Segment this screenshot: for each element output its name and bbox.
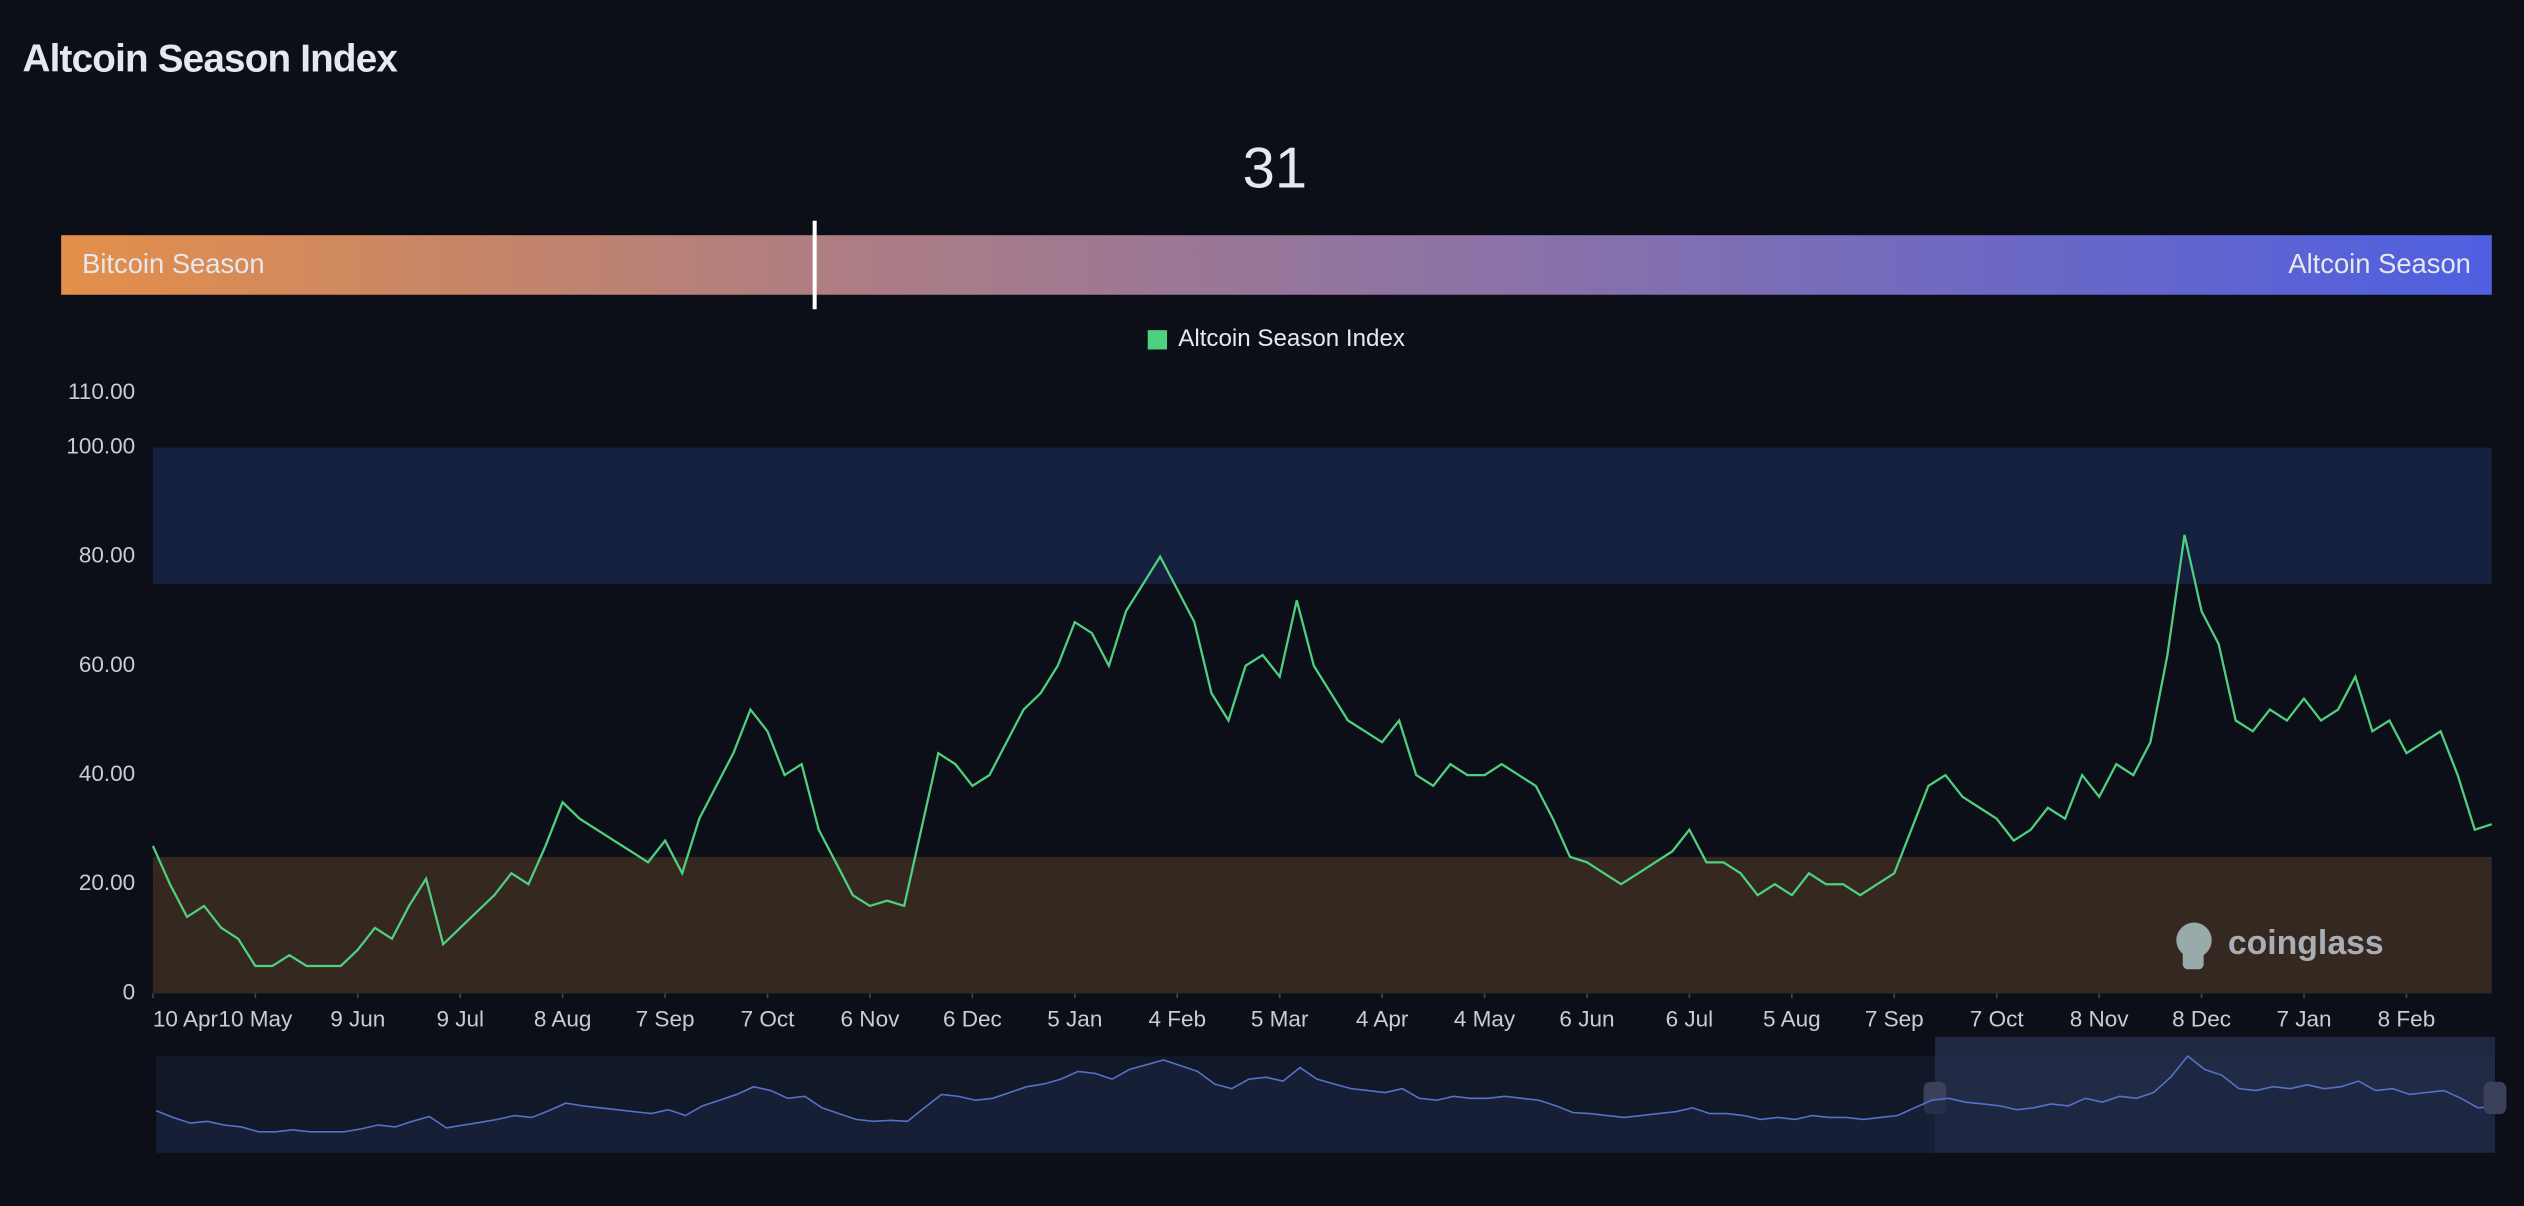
x-tick-label: 4 Feb <box>1148 1007 1206 1032</box>
band <box>152 447 2492 584</box>
x-tick-label: 7 Sep <box>636 1007 695 1032</box>
watermark: coinglass <box>2228 924 2384 962</box>
y-tick-label: 20.00 <box>79 870 135 895</box>
x-tick-label: 6 Nov <box>841 1007 901 1032</box>
y-tick-label: 0 <box>123 979 136 1004</box>
x-tick-label: 6 Jun <box>1559 1007 1614 1032</box>
x-tick-label: 7 Oct <box>1970 1007 2025 1032</box>
x-tick-label: 8 Nov <box>2070 1007 2130 1032</box>
x-tick-label: 4 May <box>1454 1007 1516 1032</box>
gauge-bar <box>61 235 2492 295</box>
x-tick-label: 9 Jul <box>436 1007 484 1032</box>
x-tick-label: 5 Mar <box>1251 1007 1309 1032</box>
series-line <box>151 534 2493 968</box>
watermark-logo <box>2176 922 2212 970</box>
x-tick-label: 10 May <box>218 1007 293 1032</box>
navigator-line <box>155 1055 2496 1133</box>
navigator-area <box>156 1056 2496 1153</box>
page-title: Altcoin Season Index <box>23 38 399 81</box>
x-tick-label: 6 Jul <box>1666 1007 1714 1032</box>
x-tick-label: 6 Dec <box>943 1007 1002 1032</box>
x-tick-label: 7 Oct <box>741 1007 796 1032</box>
x-tick-label: 9 Jun <box>330 1007 385 1032</box>
y-tick-label: 80.00 <box>79 543 135 568</box>
current-value: 31 <box>1243 137 1307 201</box>
x-tick-label: 10 Apr <box>153 1007 219 1032</box>
legend-swatch <box>1147 330 1168 350</box>
y-tick-label: 110.00 <box>68 379 135 404</box>
x-tick-label: 4 Apr <box>1356 1007 1409 1032</box>
y-tick-label: 100.00 <box>66 433 135 458</box>
navigator-handle[interactable] <box>2483 1081 2507 1115</box>
x-tick-label: 5 Jan <box>1047 1007 1102 1032</box>
x-tick-label: 8 Aug <box>534 1007 592 1032</box>
legend-label: Altcoin Season Index <box>1178 325 1405 352</box>
gauge-right-label: Altcoin Season <box>2288 248 2471 279</box>
x-tick-label: 8 Dec <box>2172 1007 2231 1032</box>
y-tick-label: 60.00 <box>79 652 135 677</box>
y-tick-label: 40.00 <box>79 761 135 786</box>
x-tick-label: 7 Sep <box>1865 1007 1924 1032</box>
x-tick-label: 7 Jan <box>2276 1007 2331 1032</box>
x-tick-label: 5 Aug <box>1763 1007 1821 1032</box>
band <box>152 856 2492 994</box>
gauge-left-label: Bitcoin Season <box>82 248 265 279</box>
x-tick-label: 8 Feb <box>2378 1007 2436 1032</box>
